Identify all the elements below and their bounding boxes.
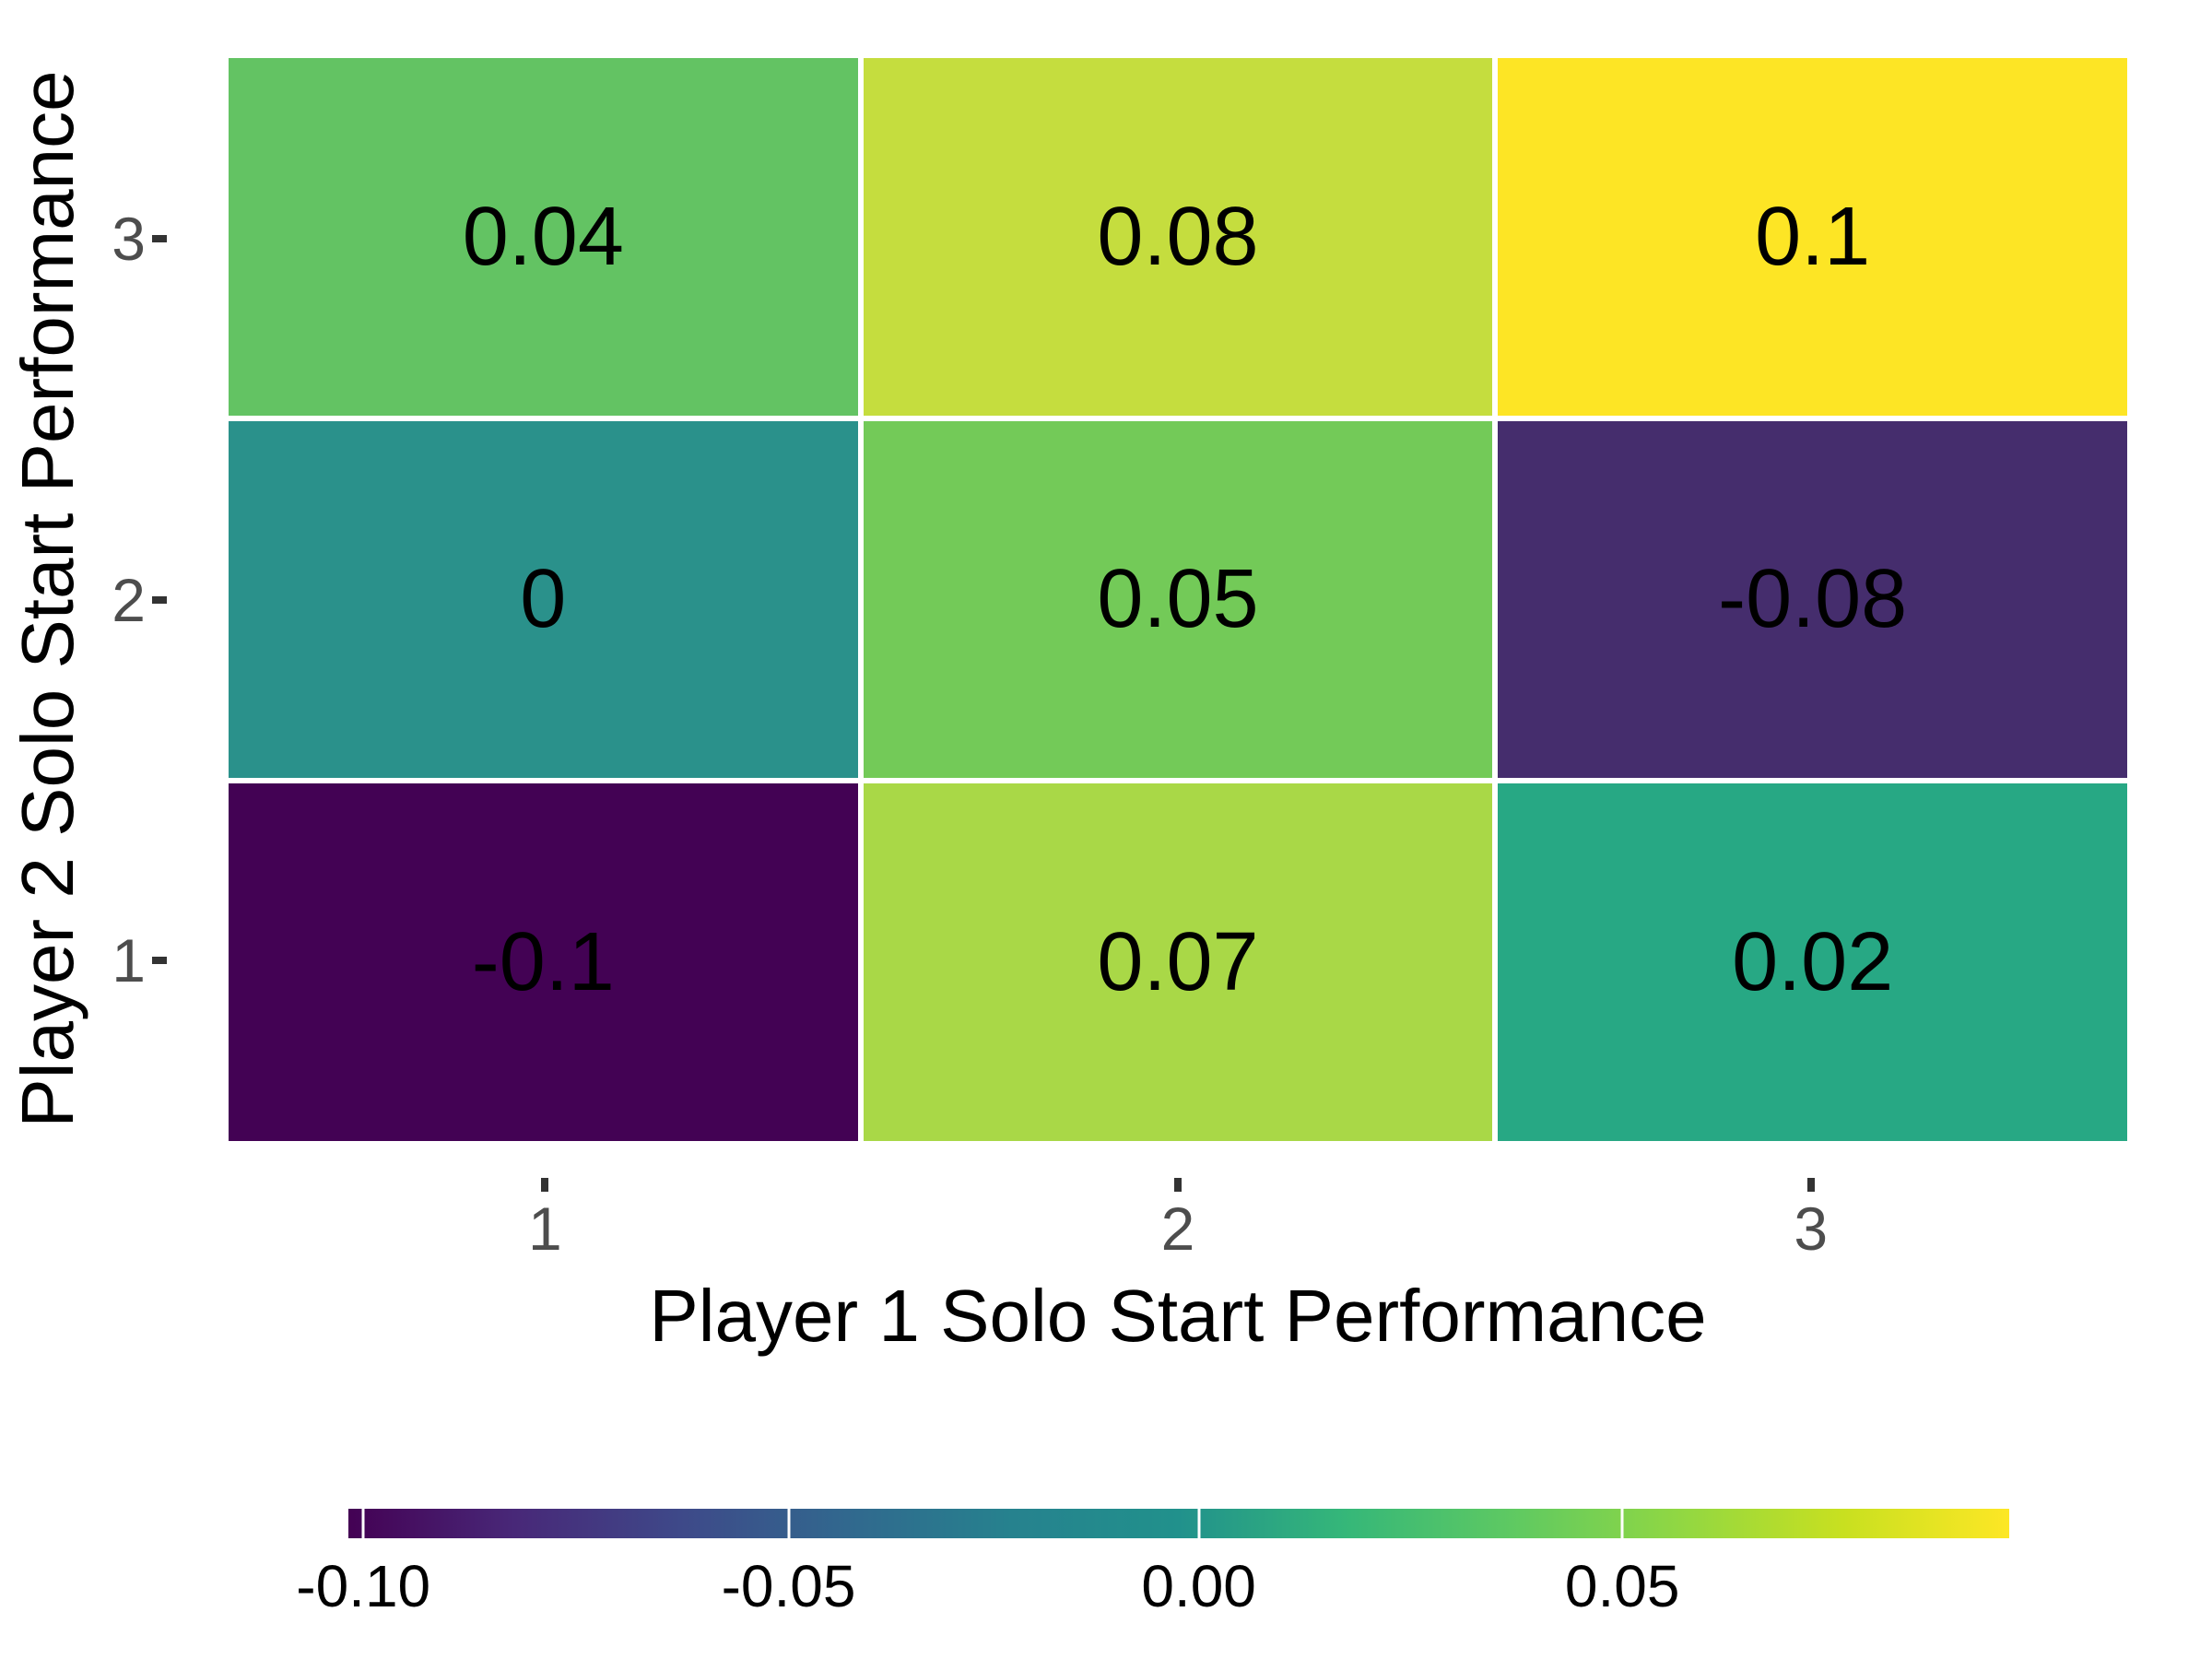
- colorbar-tick-mark: [1620, 1509, 1624, 1538]
- heatmap-cell-x3-y1: 0.02: [1498, 783, 2127, 1141]
- cell-value-label: 0.07: [1097, 916, 1259, 1009]
- cell-value-label: 0.05: [1097, 553, 1259, 646]
- y-tick-mark: [152, 234, 167, 242]
- heatmap-cell-x1-y1: -0.1: [229, 783, 858, 1141]
- colorbar-legend: -0.10 -0.05 0.00 0.05: [296, 1509, 2009, 1659]
- colorbar-tick-mark: [361, 1509, 365, 1538]
- y-tick-label-3: 3: [112, 204, 146, 273]
- cell-value-label: 0.02: [1732, 916, 1894, 1009]
- colorbar-gradient: [348, 1509, 2009, 1538]
- heatmap-cell-x2-y3: 0.08: [863, 58, 1493, 416]
- heatmap-cell-x1-y3: 0.04: [229, 58, 858, 416]
- heatmap-cell-x2-y1: 0.07: [863, 783, 1493, 1141]
- colorbar-tick-mark: [787, 1509, 791, 1538]
- cell-value-label: 0.08: [1097, 190, 1259, 283]
- colorbar-tick-mark: [1197, 1509, 1201, 1538]
- cell-value-label: -0.1: [471, 916, 615, 1009]
- x-tick-label-1: 1: [527, 1194, 562, 1263]
- colorbar-tick-label--0.05: -0.05: [721, 1553, 856, 1619]
- x-tick-mark: [541, 1178, 549, 1192]
- y-tick-mark: [152, 595, 167, 604]
- heatmap-cell-x3-y3: 0.1: [1498, 58, 2127, 416]
- cell-value-label: -0.08: [1718, 553, 1908, 646]
- colorbar-tick-label-0.05: 0.05: [1564, 1553, 1680, 1619]
- cell-value-label: 0: [520, 553, 567, 646]
- cell-value-label: 0.1: [1755, 190, 1871, 283]
- heatmap-cell-x2-y2: 0.05: [863, 420, 1493, 779]
- y-tick-label-2: 2: [112, 565, 146, 634]
- heatmap-panel: 0.04 0.08 0.1 0 0.05 -0.08 -0.1 0.07 0.02: [229, 58, 2127, 1141]
- heatmap-cell-x3-y2: -0.08: [1498, 420, 2127, 779]
- colorbar-tick-label-0.00: 0.00: [1141, 1553, 1256, 1619]
- x-axis-title: Player 1 Solo Start Performance: [649, 1275, 1707, 1357]
- y-tick-mark: [152, 957, 167, 965]
- colorbar-tick-label--0.10: -0.10: [296, 1553, 431, 1619]
- x-tick-label-2: 2: [1160, 1194, 1195, 1263]
- heatmap-cell-x1-y2: 0: [229, 420, 858, 779]
- x-tick-mark: [1806, 1178, 1815, 1192]
- y-tick-label-1: 1: [112, 926, 146, 995]
- x-tick-label-3: 3: [1794, 1194, 1829, 1263]
- cell-value-label: 0.04: [462, 190, 624, 283]
- x-tick-mark: [1174, 1178, 1182, 1192]
